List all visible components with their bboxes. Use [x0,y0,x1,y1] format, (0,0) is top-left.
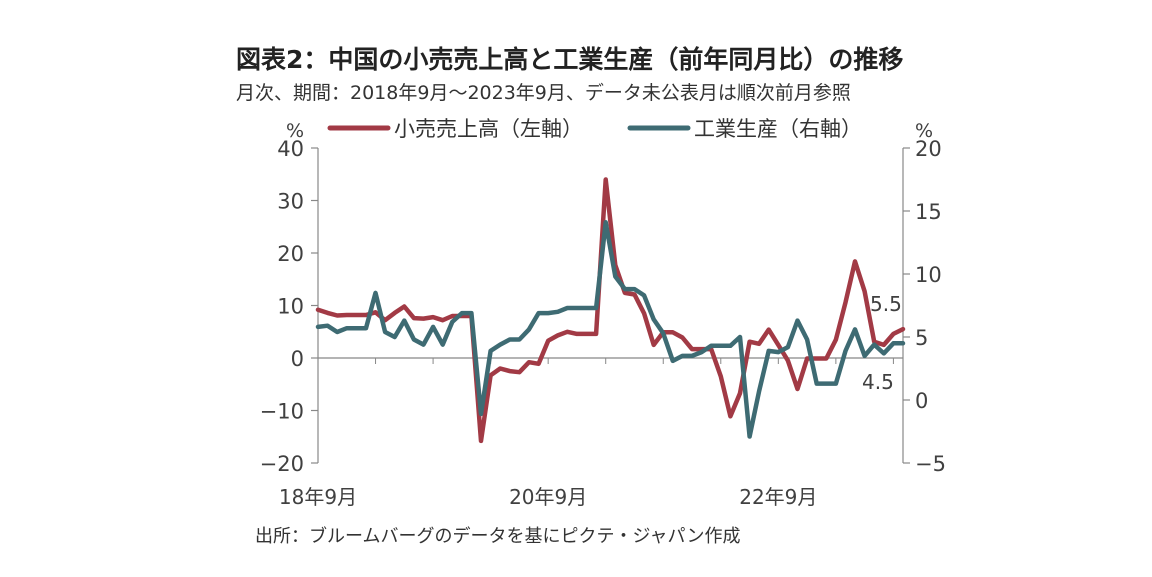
series-line-retail [315,177,906,444]
x-tick-label: 18年9月 [279,485,357,509]
right-tick-label: 0 [915,389,928,413]
end-label-retail: 5.5 [870,292,902,316]
left-unit-label: % [286,120,304,142]
series-line-industrial [315,220,906,439]
left-tick-label: 10 [277,295,304,319]
x-tick-label: 20年9月 [509,485,587,509]
left-tick-label: 20 [277,242,304,266]
chart-title: 図表2：中国の小売売上高と工業生産（前年同月比）の推移 [236,45,904,74]
left-tick-label: 0 [291,347,304,371]
right-tick-label: 15 [915,200,942,224]
source-note: 出所：ブルームバーグのデータを基にピクテ・ジャパン作成 [255,526,741,547]
right-tick-label: −5 [915,452,946,476]
left-tick-label: −20 [260,452,304,476]
left-tick-label: 30 [277,190,304,214]
right-tick-label: 5 [915,326,928,350]
right-tick-label: 20 [915,137,942,161]
left-tick-label: 40 [277,137,304,161]
legend-label-retail: 小売売上高（左軸） [394,117,583,141]
right-tick-label: 10 [915,263,942,287]
end-label-industrial: 4.5 [862,370,894,394]
legend-label-industrial: 工業生産（右軸） [694,117,862,141]
right-unit-label: % [915,120,933,142]
chart-subtitle: 月次、期間：2018年9月～2023年9月、データ未公表月は順次前月参照 [236,82,851,104]
left-tick-label: −10 [260,400,304,424]
x-tick-label: 22年9月 [739,485,817,509]
